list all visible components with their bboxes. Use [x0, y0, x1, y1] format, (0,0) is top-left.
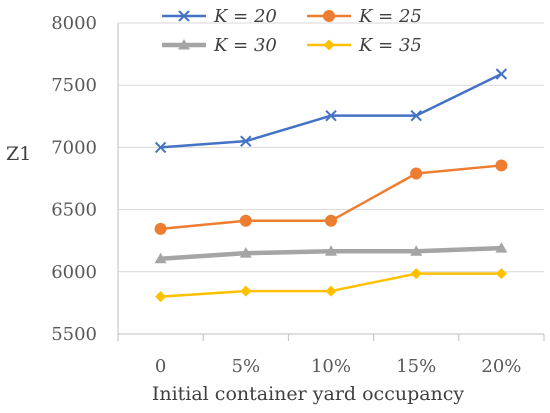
legend-label: K = 20: [213, 6, 277, 27]
series-k-35: [155, 268, 507, 303]
legend-label: K = 25: [358, 6, 422, 27]
series-k-20: [154, 68, 508, 154]
x-tick-label: 0: [155, 356, 166, 377]
data-point: [325, 285, 337, 297]
data-point: [495, 268, 507, 280]
data-point: [410, 167, 423, 180]
data-point: [325, 214, 337, 227]
data-point: [155, 291, 167, 303]
x-tick-label: 10%: [311, 356, 351, 377]
y-tick-label: 8000: [51, 13, 97, 34]
legend-marker: [323, 10, 335, 22]
legend-entry: K = 35: [307, 35, 422, 56]
legend-label: K = 35: [358, 35, 422, 56]
data-point: [410, 109, 422, 122]
y-tick-label: 7000: [51, 137, 97, 158]
data-point: [239, 214, 252, 227]
legend-marker: [178, 39, 190, 50]
legend-entry: K = 25: [307, 6, 422, 27]
x-tick-label: 5%: [232, 356, 261, 377]
data-point: [240, 285, 252, 297]
legend-marker: [323, 39, 335, 51]
y-tick-label: 7500: [51, 75, 97, 96]
y-tick-label: 6000: [51, 262, 97, 283]
tick-labels: 5500 6000 6500 7000 7500 8000 0 5% 10% 15% 20%: [51, 13, 521, 377]
y-tick-label: 6500: [51, 200, 97, 221]
data-point: [154, 222, 167, 235]
series-lines: [154, 68, 508, 303]
data-point: [495, 68, 508, 80]
data-point: [325, 109, 337, 122]
legend-label: K = 30: [213, 35, 277, 56]
data-point: [325, 245, 337, 256]
data-point: [240, 135, 252, 147]
x-tick-label: 20%: [481, 356, 521, 377]
x-tick-label: 15%: [396, 356, 436, 377]
legend-entry: K = 20: [162, 6, 277, 27]
data-point: [495, 159, 508, 172]
legend-marker: [178, 10, 190, 22]
data-point: [154, 252, 167, 264]
data-point: [239, 247, 252, 258]
series-k-25: [154, 159, 508, 235]
y-axis-title: Z1: [6, 143, 31, 165]
data-point: [154, 141, 167, 154]
x-axis-title: Initial container yard occupancy: [152, 383, 465, 405]
axes: [117, 23, 545, 341]
data-point: [495, 242, 508, 253]
y-tick-label: 5500: [51, 324, 97, 345]
gridlines: [118, 22, 544, 273]
legend-entry: K = 30: [162, 35, 277, 56]
legend: K = 20 K = 25 K = 30 K = 35: [162, 6, 422, 56]
data-point: [410, 245, 423, 256]
series-k-30: [154, 242, 508, 264]
data-point: [410, 268, 422, 280]
